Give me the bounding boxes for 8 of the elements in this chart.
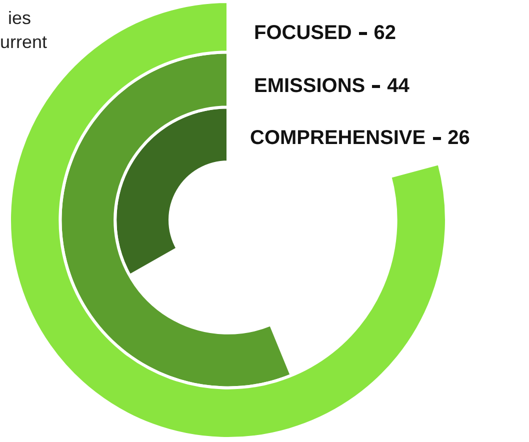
category-label: EMISSIONS — [254, 75, 366, 97]
text: urrent — [0, 32, 48, 53]
category-label: COMPREHENSIVE — [250, 127, 426, 149]
text: ies — [8, 8, 32, 29]
data-label: 44 — [387, 75, 410, 97]
data-label: 26 — [448, 127, 470, 149]
category-label: FOCUSED — [254, 22, 352, 44]
data-label: 62 — [374, 22, 396, 44]
